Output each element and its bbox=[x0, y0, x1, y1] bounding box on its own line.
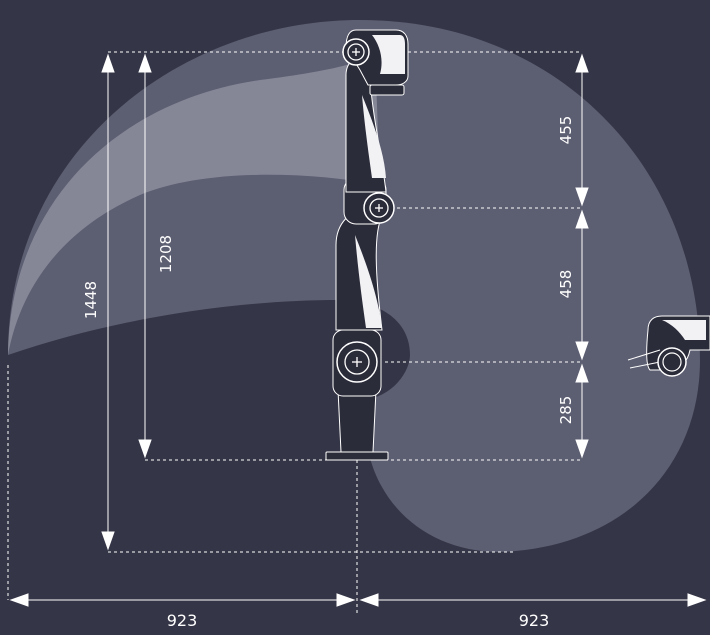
label-923-left: 923 bbox=[167, 611, 198, 630]
label-1208: 1208 bbox=[157, 235, 175, 273]
label-285: 285 bbox=[557, 396, 575, 425]
plus-circle-icon bbox=[347, 43, 365, 61]
robot-tool-flange bbox=[369, 84, 405, 96]
extended-link-line bbox=[627, 349, 661, 361]
arrowhead-icon bbox=[359, 593, 379, 607]
extended-wrist-highlight bbox=[662, 320, 706, 340]
label-1448: 1448 bbox=[82, 281, 100, 319]
robot-wrist-extended bbox=[627, 315, 710, 377]
arrowhead-icon bbox=[336, 593, 356, 607]
robot-arm bbox=[325, 29, 409, 461]
arrowhead-icon bbox=[575, 187, 589, 207]
robot-upper-link-highlight bbox=[362, 95, 386, 178]
arrowhead-icon bbox=[687, 593, 707, 607]
robot-lower-link-highlight bbox=[355, 235, 382, 328]
robot-base-column bbox=[337, 389, 377, 453]
arrowhead-icon bbox=[101, 53, 115, 73]
arrowhead-icon bbox=[138, 439, 152, 459]
robot-base-flange bbox=[325, 451, 389, 461]
extended-joint-ring bbox=[657, 347, 687, 377]
arrowhead-icon bbox=[575, 209, 589, 229]
arrowhead-icon bbox=[101, 531, 115, 551]
vertical-dimensions bbox=[101, 53, 589, 551]
arrowhead-icon bbox=[138, 53, 152, 73]
arrowhead-icon bbox=[575, 363, 589, 383]
robot-wrist-highlight bbox=[372, 35, 405, 74]
label-455: 455 bbox=[557, 116, 575, 145]
arrowhead-icon bbox=[575, 341, 589, 361]
plus-circle-icon bbox=[369, 198, 389, 218]
arrowhead-icon bbox=[575, 53, 589, 73]
extended-link-line bbox=[629, 361, 661, 369]
extended-joint-inner bbox=[662, 352, 682, 372]
plus-circle-icon bbox=[344, 349, 370, 375]
arrowhead-icon bbox=[575, 439, 589, 459]
label-923-right: 923 bbox=[519, 611, 550, 630]
reach-envelope-spiral bbox=[8, 52, 380, 355]
arrowhead-icon bbox=[9, 593, 29, 607]
label-458: 458 bbox=[557, 270, 575, 299]
horizontal-dimensions bbox=[9, 593, 707, 607]
